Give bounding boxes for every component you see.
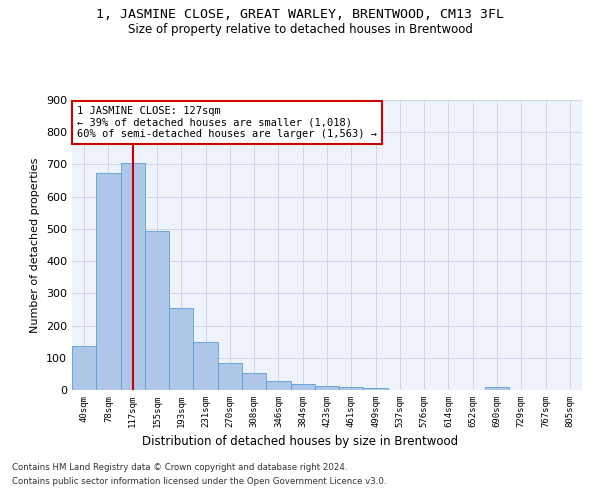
Text: 1, JASMINE CLOSE, GREAT WARLEY, BRENTWOOD, CM13 3FL: 1, JASMINE CLOSE, GREAT WARLEY, BRENTWOO…	[96, 8, 504, 20]
Bar	[121, 163, 145, 390]
Bar	[339, 387, 364, 390]
Text: Distribution of detached houses by size in Brentwood: Distribution of detached houses by size …	[142, 435, 458, 448]
Text: Size of property relative to detached houses in Brentwood: Size of property relative to detached ho…	[128, 22, 472, 36]
Bar	[72, 346, 96, 390]
Bar	[242, 373, 266, 390]
Bar	[315, 386, 339, 390]
Bar	[218, 362, 242, 390]
Bar	[193, 342, 218, 390]
Y-axis label: Number of detached properties: Number of detached properties	[31, 158, 40, 332]
Text: Contains public sector information licensed under the Open Government Licence v3: Contains public sector information licen…	[12, 477, 386, 486]
Bar	[145, 231, 169, 390]
Bar	[364, 388, 388, 390]
Bar	[266, 382, 290, 390]
Bar	[169, 308, 193, 390]
Bar	[290, 384, 315, 390]
Text: 1 JASMINE CLOSE: 127sqm
← 39% of detached houses are smaller (1,018)
60% of semi: 1 JASMINE CLOSE: 127sqm ← 39% of detache…	[77, 106, 377, 139]
Bar	[485, 387, 509, 390]
Bar	[96, 172, 121, 390]
Text: Contains HM Land Registry data © Crown copyright and database right 2024.: Contains HM Land Registry data © Crown c…	[12, 464, 347, 472]
